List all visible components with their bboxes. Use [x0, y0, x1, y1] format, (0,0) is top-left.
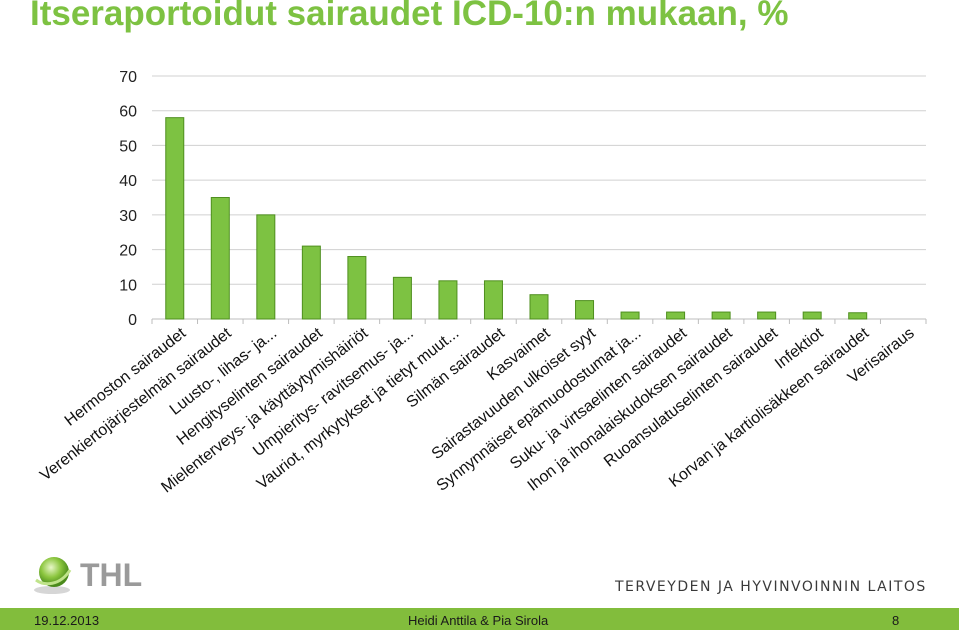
bar: [575, 300, 595, 320]
y-tick-label: 60: [119, 104, 137, 121]
y-tick-label: 20: [119, 243, 137, 260]
bar: [666, 311, 686, 320]
footer-page-number: 8: [892, 613, 900, 628]
logo-swoosh: [35, 569, 72, 586]
x-axis-labels: Hermoston sairaudetVerenkiertojärjestelm…: [37, 324, 918, 496]
logo-shadow: [34, 586, 70, 594]
logo-text: THL: [80, 557, 142, 593]
y-tick-label: 0: [128, 312, 137, 329]
bar: [757, 311, 777, 320]
bar: [347, 256, 367, 320]
bar: [529, 294, 549, 320]
bar: [301, 245, 321, 320]
grid-lines: [151, 75, 927, 324]
bar: [802, 311, 822, 320]
y-tick-label: 70: [119, 69, 137, 86]
bar: [256, 214, 276, 320]
bar-chart: 0 10 20 30 40 50 60 70 Hermoston sairaudetVeren…: [37, 69, 927, 496]
footer-authors: Heidi Anttila & Pia Sirola: [408, 613, 549, 628]
bar: [438, 280, 458, 320]
bars: [165, 117, 868, 320]
y-tick-label: 30: [119, 208, 137, 225]
slide-title: Itseraportoidut sairaudet ICD-10:n mukaa…: [30, 0, 789, 33]
bar: [392, 276, 412, 320]
bar: [620, 311, 640, 320]
footer-band: [0, 608, 959, 630]
y-tick-label: 10: [119, 277, 137, 294]
y-axis-ticks: 0 10 20 30 40 50 60 70: [119, 69, 137, 329]
institute-name: TERVEYDEN JA HYVINVOINNIN LAITOS: [615, 579, 927, 595]
bar: [848, 312, 868, 320]
y-tick-label: 50: [119, 138, 137, 155]
bar: [210, 197, 230, 320]
footer-date: 19.12.2013: [34, 613, 100, 628]
bar: [711, 311, 731, 320]
bar: [483, 280, 503, 320]
thl-logo: THL: [34, 557, 142, 594]
y-tick-label: 40: [119, 173, 137, 190]
bar: [165, 117, 185, 320]
